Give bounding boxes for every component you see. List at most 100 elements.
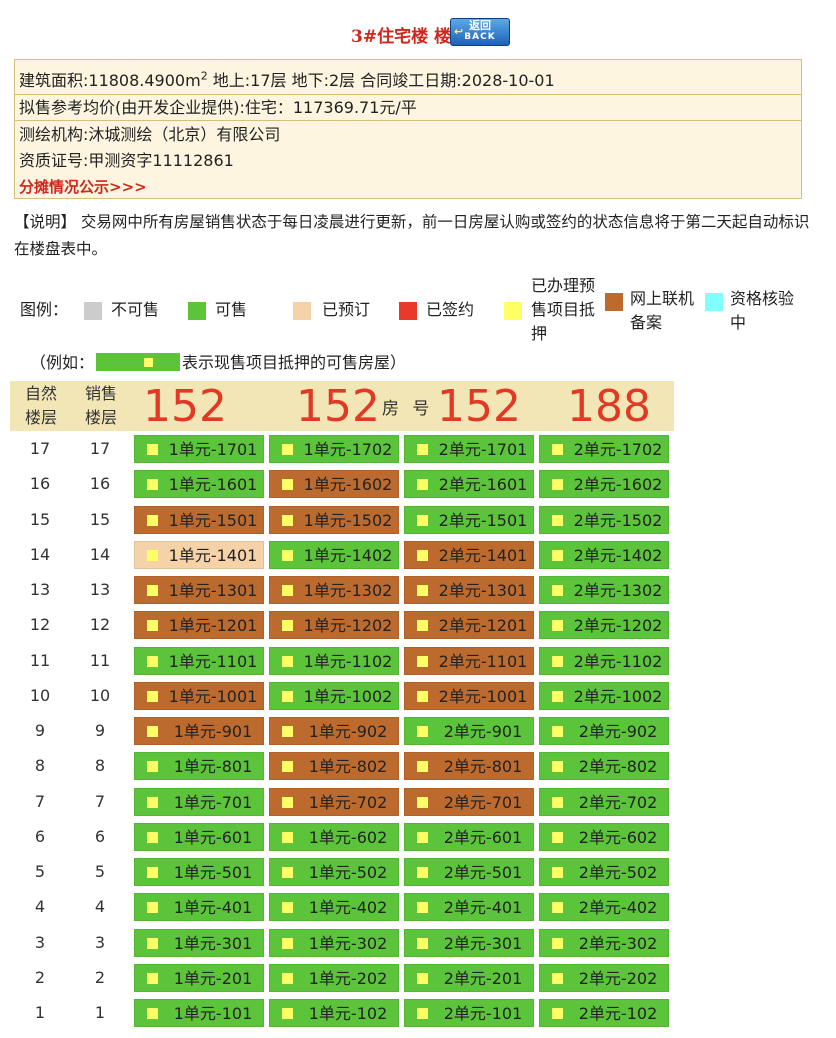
unit-cell[interactable]: 2单元-1701 <box>404 435 534 463</box>
sale-floor: 13 <box>89 580 111 599</box>
unit-cell[interactable]: 1单元-1301 <box>134 576 264 604</box>
unit-cell[interactable]: 2单元-802 <box>539 752 669 781</box>
unit-cell[interactable]: 1单元-402 <box>269 893 399 922</box>
unit-cell[interactable]: 1单元-302 <box>269 928 399 957</box>
unit-label: 1单元-1701 <box>168 440 258 459</box>
unit-cell[interactable]: 1单元-1101 <box>134 646 264 675</box>
sale-floor: 12 <box>89 615 111 635</box>
unit-cell[interactable]: 1单元-1401 <box>134 540 264 569</box>
unit-cell[interactable]: 2单元-301 <box>404 928 534 957</box>
mortgage-marker-icon <box>417 902 428 914</box>
unit-cell[interactable]: 1单元-901 <box>134 717 264 745</box>
header-natural-floor: 自然楼层 <box>24 384 57 427</box>
unit-cell[interactable]: 1单元-1302 <box>269 576 399 604</box>
sale-floor: 15 <box>89 509 111 529</box>
unit-cell[interactable]: 1单元-1102 <box>269 646 399 675</box>
unit-label: 1单元-302 <box>308 933 388 953</box>
unit-cell[interactable]: 1单元-702 <box>269 787 399 816</box>
legend-item-signed: 已签约 <box>426 300 475 319</box>
unit-cell[interactable]: 2单元-502 <box>539 858 669 886</box>
back-button[interactable]: ↩ 返回 BACK <box>450 18 510 46</box>
unit-cell[interactable]: 2单元-1301 <box>404 576 534 604</box>
unit-cell[interactable]: 2单元-1302 <box>539 576 669 604</box>
unit-cell[interactable]: 1单元-701 <box>134 787 264 816</box>
unit-cell[interactable]: 2单元-602 <box>539 822 669 851</box>
unit-cell[interactable]: 1单元-301 <box>134 928 264 957</box>
mortgage-marker-icon <box>282 867 293 878</box>
unit-cell[interactable]: 1单元-602 <box>269 822 399 851</box>
unit-cell[interactable]: 1单元-1402 <box>269 540 399 569</box>
floors-completion: 地上:17层 地下:2层 合同竣工日期:2028-10-01 <box>207 71 555 90</box>
unit-cell[interactable]: 1单元-902 <box>269 717 399 745</box>
unit-cell[interactable]: 2单元-1602 <box>539 470 669 499</box>
unit-cell[interactable]: 1单元-202 <box>269 963 399 992</box>
unit-cell[interactable]: 2单元-1201 <box>404 611 534 640</box>
unit-cell[interactable]: 1单元-1002 <box>269 681 399 710</box>
unit-cell[interactable]: 1单元-1202 <box>269 611 399 640</box>
unit-cell[interactable]: 1单元-1701 <box>134 435 264 463</box>
unit-cell[interactable]: 2单元-1002 <box>539 681 669 710</box>
page-title: 3#住宅楼 楼盘表 <box>351 27 485 47</box>
mortgage-marker-icon <box>147 585 158 596</box>
unit-cell[interactable]: 2单元-702 <box>539 787 669 816</box>
mortgage-marker-icon <box>417 655 428 667</box>
unit-cell[interactable]: 1单元-1502 <box>269 505 399 534</box>
unit-cell[interactable]: 2单元-201 <box>404 963 534 992</box>
unit-cell[interactable]: 1单元-1602 <box>269 470 399 499</box>
unit-cell[interactable]: 1单元-1702 <box>269 435 399 463</box>
unit-cell[interactable]: 2单元-1402 <box>539 540 669 569</box>
unit-cell[interactable]: 2单元-1202 <box>539 611 669 640</box>
unit-cell[interactable]: 2单元-102 <box>539 999 669 1027</box>
mortgage-marker-icon <box>417 1008 428 1019</box>
unit-cell[interactable]: 2单元-1601 <box>404 470 534 499</box>
unit-label: 2单元-502 <box>578 863 658 882</box>
mortgage-marker-icon <box>417 761 428 773</box>
unit-cell[interactable]: 2单元-302 <box>539 928 669 957</box>
unit-cell[interactable]: 1单元-802 <box>269 752 399 781</box>
unit-cell[interactable]: 1单元-201 <box>134 963 264 992</box>
unit-cell[interactable]: 1单元-501 <box>134 858 264 886</box>
natural-floor: 1 <box>34 1003 46 1022</box>
unit-cell[interactable]: 2单元-1502 <box>539 505 669 534</box>
natural-floor: 12 <box>29 615 51 635</box>
unit-cell[interactable]: 2单元-601 <box>404 822 534 851</box>
unit-cell[interactable]: 2单元-501 <box>404 858 534 886</box>
table-row: 5 5 1单元-501 1单元-502 2单元-501 2单元-502 <box>10 856 680 888</box>
unit-cell[interactable]: 1单元-1001 <box>134 681 264 710</box>
sale-floor: 2 <box>94 967 106 987</box>
unit-cell[interactable]: 2单元-1401 <box>404 540 534 569</box>
mortgage-marker-icon <box>147 867 158 878</box>
unit-cell[interactable]: 2单元-1702 <box>539 435 669 463</box>
legend-label: 图例： <box>20 300 69 319</box>
unit-cell[interactable]: 1单元-1601 <box>134 470 264 499</box>
mortgage-marker-icon <box>147 937 158 949</box>
unit-label: 2单元-901 <box>443 722 523 741</box>
reference-price: 拟售参考均价(由开发企业提供):住宅：117369.71元/平 <box>15 95 801 121</box>
unit-label: 1单元-901 <box>173 722 253 741</box>
unit-cell[interactable]: 1单元-1501 <box>134 505 264 534</box>
unit-cell[interactable]: 2单元-1501 <box>404 505 534 534</box>
unit-cell[interactable]: 1单元-601 <box>134 822 264 851</box>
share-info-link[interactable]: 分摊情况公示>>> <box>19 178 147 196</box>
unit-cell[interactable]: 2单元-701 <box>404 787 534 816</box>
unit-cell[interactable]: 1单元-401 <box>134 893 264 922</box>
unit-cell[interactable]: 2单元-1001 <box>404 681 534 710</box>
unit-label: 2单元-1402 <box>573 545 663 565</box>
unit-cell[interactable]: 2单元-101 <box>404 999 534 1027</box>
unit-cell[interactable]: 2单元-401 <box>404 893 534 922</box>
unit-cell[interactable]: 1单元-101 <box>134 999 264 1027</box>
legend-swatch-signed <box>399 302 417 320</box>
unit-cell[interactable]: 2单元-901 <box>404 717 534 745</box>
unit-cell[interactable]: 1单元-1201 <box>134 611 264 640</box>
unit-cell[interactable]: 2单元-902 <box>539 717 669 745</box>
unit-cell[interactable]: 1单元-502 <box>269 858 399 886</box>
mortgage-marker-icon <box>552 549 563 561</box>
table-row: 11 11 1单元-1101 1单元-1102 2单元-1101 2单元-1102 <box>10 645 680 677</box>
unit-cell[interactable]: 1单元-102 <box>269 999 399 1027</box>
unit-cell[interactable]: 2单元-402 <box>539 893 669 922</box>
unit-cell[interactable]: 2单元-801 <box>404 752 534 781</box>
unit-cell[interactable]: 2单元-202 <box>539 963 669 992</box>
unit-cell[interactable]: 2单元-1102 <box>539 646 669 675</box>
unit-cell[interactable]: 2单元-1101 <box>404 646 534 675</box>
unit-cell[interactable]: 1单元-801 <box>134 752 264 781</box>
